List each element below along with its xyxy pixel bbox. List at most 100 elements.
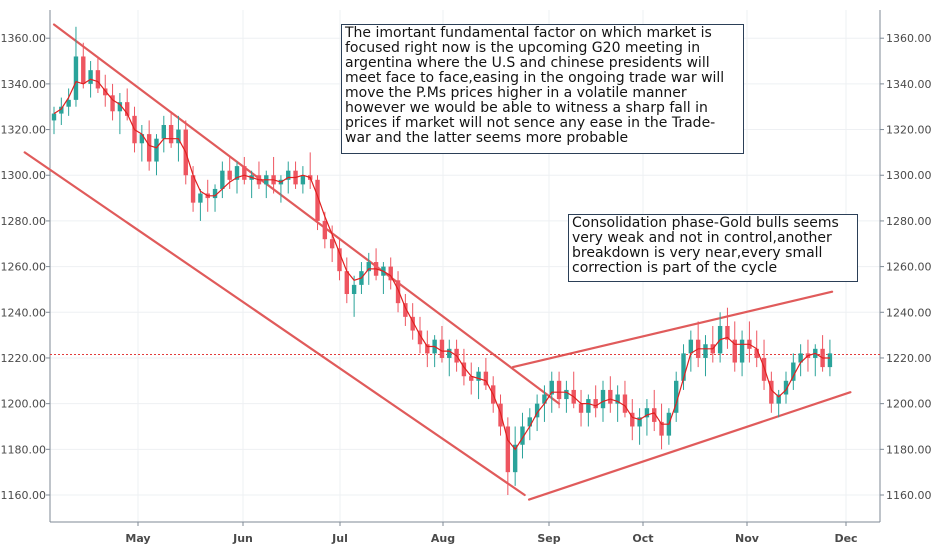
- candle-body-up: [827, 353, 833, 368]
- candle-body-down: [659, 421, 664, 436]
- candle-body-up: [798, 353, 803, 363]
- y-tick-label-left: 1340.00: [1, 78, 47, 91]
- y-tick-label-right: 1180.00: [886, 443, 932, 456]
- candle-body-up: [476, 371, 481, 381]
- candle-body-down: [593, 399, 598, 409]
- candle-body-down: [344, 271, 349, 295]
- x-tick-label: Jul: [331, 532, 348, 545]
- candle-body-down: [608, 389, 613, 404]
- candle-body-down: [395, 280, 401, 304]
- candle-body-down: [622, 394, 628, 413]
- candle-body-up: [66, 99, 71, 107]
- y-tick-label-right: 1280.00: [886, 215, 932, 228]
- candle-body-up: [644, 408, 650, 418]
- candle-body-up: [198, 193, 203, 203]
- trendline-rising-resistance: [511, 290, 834, 369]
- candle-body-up: [88, 70, 93, 84]
- candle-body-down: [388, 266, 393, 281]
- note-line: very weak and not in control,another: [572, 230, 832, 246]
- note-line: war and the latter seems more probable: [345, 130, 629, 146]
- note-line: however we would be able to witness a sh…: [345, 100, 708, 116]
- candle-body-down: [403, 303, 408, 317]
- candle-body-up: [542, 394, 547, 404]
- y-tick-label-left: 1220.00: [1, 352, 47, 365]
- candle-body-down: [754, 348, 759, 358]
- candle-body-up: [674, 380, 679, 413]
- y-tick-label-left: 1320.00: [1, 124, 47, 137]
- candle-body-up: [73, 56, 79, 100]
- candle-body-down: [439, 339, 445, 358]
- candle-body-down: [410, 316, 415, 331]
- candle-body-up: [51, 113, 57, 121]
- y-tick-label-left: 1260.00: [1, 261, 47, 274]
- y-tick-label-left: 1360.00: [1, 32, 47, 45]
- candle-body-down: [761, 357, 767, 381]
- candle-body-up: [586, 399, 591, 413]
- candle-body-up: [447, 348, 452, 358]
- candle-body-up: [549, 380, 554, 395]
- candle-body-down: [417, 330, 423, 345]
- y-tick-label-left: 1240.00: [1, 306, 47, 319]
- candle-body-up: [154, 138, 159, 162]
- note-line: prices if market will not sence any ease…: [345, 115, 716, 131]
- candle-body-down: [505, 426, 511, 473]
- trendline-upper-channel: [52, 23, 561, 405]
- candle-body-down: [146, 134, 152, 162]
- y-tick-label-right: 1200.00: [886, 398, 932, 411]
- note-line: move the P.Ms prices higher in a volatil…: [345, 85, 687, 101]
- candle-body-down: [315, 179, 320, 221]
- note-line: correction is part of the cycle: [572, 260, 778, 276]
- candle-body-up: [703, 344, 708, 358]
- moving-average-line: [53, 78, 830, 451]
- candle-body-down: [190, 175, 196, 203]
- candle-body-up: [564, 389, 569, 400]
- candle-body-up: [615, 394, 620, 404]
- y-tick-label-left: 1280.00: [1, 215, 47, 228]
- y-tick-label-right: 1160.00: [886, 489, 932, 502]
- candle-body-up: [534, 403, 540, 418]
- candle-body-down: [461, 362, 467, 377]
- y-tick-label-left: 1180.00: [1, 443, 47, 456]
- candle-body-up: [512, 444, 518, 473]
- candle-body-down: [578, 403, 584, 413]
- candle-body-down: [95, 70, 101, 89]
- candle-body-down: [168, 124, 174, 144]
- y-tick-label-left: 1200.00: [1, 398, 47, 411]
- y-tick-label-left: 1160.00: [1, 489, 47, 502]
- y-tick-label-left: 1300.00: [1, 169, 47, 182]
- candle-body-up: [59, 106, 64, 114]
- note-line: argentina where the U.S and chinese pres…: [345, 55, 710, 71]
- y-tick-label-right: 1260.00: [886, 261, 932, 274]
- candle-body-down: [227, 170, 232, 180]
- candle-body-down: [242, 166, 247, 180]
- candle-body-down: [110, 95, 115, 112]
- note-line: meet face to face,easing in the ongoing …: [345, 70, 725, 86]
- candle-body-up: [212, 188, 218, 199]
- candle-body-down: [652, 408, 657, 422]
- candle-body-up: [520, 426, 525, 445]
- candle-body-up: [286, 170, 291, 180]
- candle-body-up: [783, 380, 789, 395]
- x-tick-label: Nov: [735, 532, 760, 545]
- x-tick-label: Dec: [834, 532, 857, 545]
- candle-body-up: [300, 175, 306, 185]
- x-tick-label: Aug: [431, 532, 455, 545]
- y-tick-label-right: 1340.00: [886, 78, 932, 91]
- y-tick-label-right: 1300.00: [886, 169, 932, 182]
- note-line: The imortant fundamental factor on which…: [345, 25, 712, 41]
- x-tick-label: Sep: [537, 532, 560, 545]
- note-line: breakdown is very near,every small: [572, 245, 823, 261]
- candle-body-up: [176, 129, 181, 144]
- y-tick-label-right: 1360.00: [886, 32, 932, 45]
- candle-body-down: [469, 376, 474, 381]
- candle-body-up: [161, 124, 166, 139]
- x-tick-label: Oct: [632, 532, 653, 545]
- candle-body-up: [527, 417, 532, 427]
- candle-body-up: [776, 394, 781, 404]
- note-line: Consolidation phase-Gold bulls seems: [572, 215, 839, 231]
- candle-body-up: [688, 339, 694, 354]
- candle-body-down: [103, 88, 108, 96]
- candle-body-down: [425, 344, 430, 354]
- y-tick-label-right: 1240.00: [886, 306, 932, 319]
